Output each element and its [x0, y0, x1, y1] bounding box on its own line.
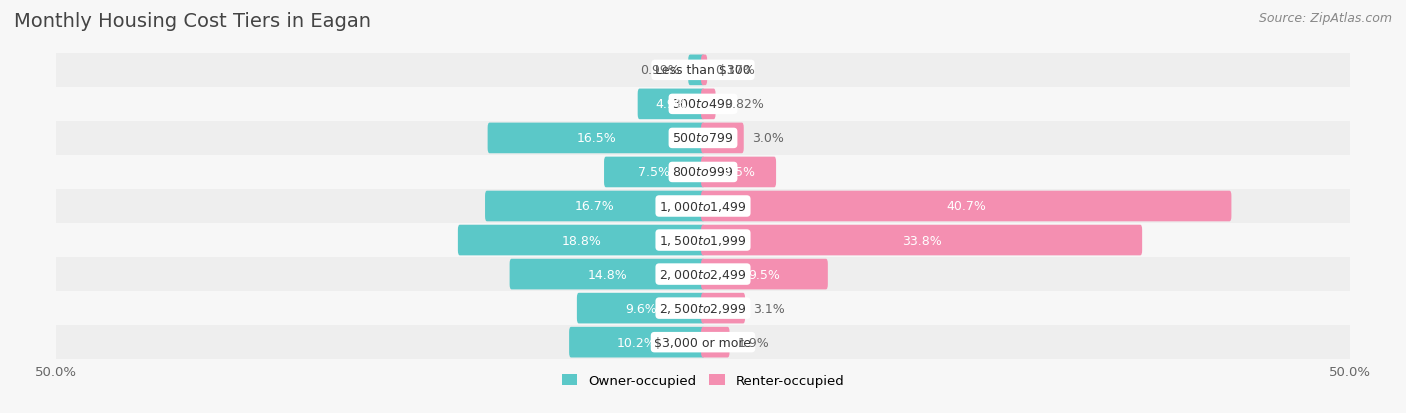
FancyBboxPatch shape: [458, 225, 704, 256]
Text: $2,000 to $2,499: $2,000 to $2,499: [659, 268, 747, 281]
FancyBboxPatch shape: [485, 191, 704, 222]
Text: 0.99%: 0.99%: [640, 64, 681, 77]
Text: 16.5%: 16.5%: [576, 132, 616, 145]
FancyBboxPatch shape: [702, 123, 744, 154]
Text: $3,000 or more: $3,000 or more: [655, 336, 751, 349]
FancyBboxPatch shape: [488, 123, 704, 154]
Text: 4.9%: 4.9%: [655, 98, 688, 111]
Text: 1.9%: 1.9%: [738, 336, 769, 349]
Text: 9.6%: 9.6%: [626, 302, 657, 315]
FancyBboxPatch shape: [605, 157, 704, 188]
Legend: Owner-occupied, Renter-occupied: Owner-occupied, Renter-occupied: [557, 369, 849, 392]
FancyBboxPatch shape: [702, 327, 730, 358]
Bar: [56, 121, 1350, 156]
FancyBboxPatch shape: [576, 293, 704, 324]
Text: $500 to $799: $500 to $799: [672, 132, 734, 145]
Text: 16.7%: 16.7%: [575, 200, 614, 213]
Text: $800 to $999: $800 to $999: [672, 166, 734, 179]
Text: 18.8%: 18.8%: [561, 234, 602, 247]
FancyBboxPatch shape: [509, 259, 704, 290]
Text: 14.8%: 14.8%: [588, 268, 627, 281]
Bar: [56, 54, 1350, 88]
Bar: [56, 257, 1350, 292]
Bar: [56, 325, 1350, 359]
Text: 7.5%: 7.5%: [638, 166, 671, 179]
FancyBboxPatch shape: [702, 55, 707, 86]
FancyBboxPatch shape: [702, 157, 776, 188]
FancyBboxPatch shape: [702, 89, 716, 120]
Text: 0.17%: 0.17%: [716, 64, 755, 77]
Text: 5.5%: 5.5%: [723, 166, 755, 179]
Text: $1,500 to $1,999: $1,500 to $1,999: [659, 233, 747, 247]
Text: 3.1%: 3.1%: [754, 302, 785, 315]
Bar: [56, 292, 1350, 325]
Text: $1,000 to $1,499: $1,000 to $1,499: [659, 199, 747, 214]
FancyBboxPatch shape: [702, 191, 1232, 222]
Text: $2,500 to $2,999: $2,500 to $2,999: [659, 301, 747, 316]
FancyBboxPatch shape: [702, 259, 828, 290]
Text: $300 to $499: $300 to $499: [672, 98, 734, 111]
Text: Monthly Housing Cost Tiers in Eagan: Monthly Housing Cost Tiers in Eagan: [14, 12, 371, 31]
FancyBboxPatch shape: [689, 55, 704, 86]
Bar: [56, 88, 1350, 121]
FancyBboxPatch shape: [702, 225, 1142, 256]
Bar: [56, 156, 1350, 190]
Text: 0.82%: 0.82%: [724, 98, 763, 111]
Text: Source: ZipAtlas.com: Source: ZipAtlas.com: [1258, 12, 1392, 25]
FancyBboxPatch shape: [638, 89, 704, 120]
Bar: [56, 190, 1350, 223]
FancyBboxPatch shape: [569, 327, 704, 358]
Text: 10.2%: 10.2%: [617, 336, 657, 349]
Text: 3.0%: 3.0%: [752, 132, 785, 145]
Text: 40.7%: 40.7%: [946, 200, 986, 213]
FancyBboxPatch shape: [702, 293, 745, 324]
Text: 33.8%: 33.8%: [901, 234, 942, 247]
Text: Less than $300: Less than $300: [655, 64, 751, 77]
Bar: [56, 223, 1350, 257]
Text: 9.5%: 9.5%: [748, 268, 780, 281]
